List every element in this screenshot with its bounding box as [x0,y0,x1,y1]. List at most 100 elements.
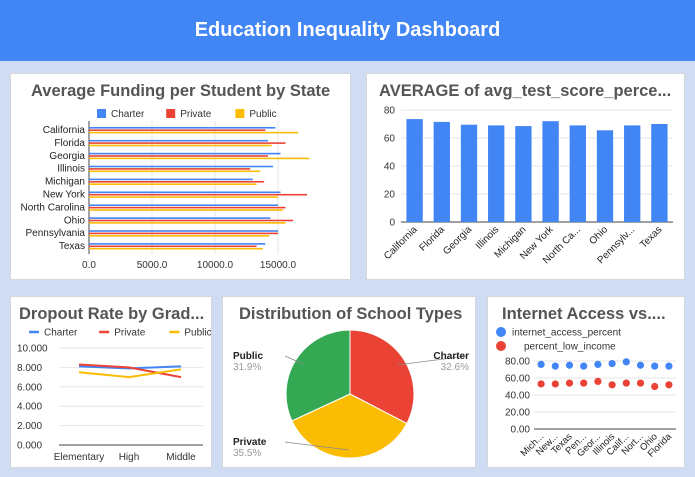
scatter-point [565,379,574,387]
bar [89,144,272,147]
scatter-point [594,360,602,368]
bar [624,125,641,222]
bar [89,245,257,248]
y-tick-label: 10.000 [17,344,48,355]
series-line [78,363,182,379]
legend-label: Private [114,328,146,339]
y-tick-label: 40 [384,162,396,173]
x-tick-label: Elementary [54,452,105,463]
scatter-point [608,359,616,368]
legend-label: Charter [44,328,78,339]
bar [89,219,294,222]
y-tick-label: Michigan [45,177,85,188]
leader-line [284,355,303,365]
funding-chart-card: Average Funding per Student by State Cha… [10,73,351,280]
test-score-chart-card: AVERAGE of avg_test_score_perce... 0 20 40… [366,73,685,280]
bar [89,168,251,170]
internet-chart-card: Internet Access vs.... internet_access_p… [487,296,685,468]
legend-swatch [97,109,106,118]
x-tick-label: California [382,224,420,262]
funding-chart: Charter Private Public 0.0 5000.0 10000.0 1500… [21,109,310,271]
slice-percent: 35.5% [233,448,261,459]
scatter-point [651,382,659,391]
pie-slice [349,329,415,425]
y-tick-label: 40.00 [505,391,530,402]
bar [460,124,478,222]
y-tick-label: California [43,125,86,136]
bar [89,209,284,211]
bar [651,124,668,222]
y-tick-label: 0.00 [511,425,531,436]
y-tick-label: Ohio [64,215,86,226]
bar [89,243,266,245]
scatter-point [565,361,574,369]
y-tick-label: 60.00 [505,374,530,385]
bar [89,170,261,173]
y-tick-label: 2.000 [17,421,42,432]
x-tick-label: 0.0 [82,260,96,271]
y-tick-label: 8.000 [17,363,42,374]
bar [89,131,299,134]
bar [89,196,278,198]
bar [89,127,276,129]
y-tick-label: 6.000 [17,382,42,393]
scatter-point [622,379,630,387]
y-tick-label: 4.000 [17,402,42,413]
y-tick-label: 20 [384,190,396,201]
scatter-point [594,377,602,385]
school-types-chart-card: Distribution of School Types Charter 32.6… [222,296,476,468]
bar [89,178,253,181]
bar [89,247,263,250]
dashboard-title: Education Inequality Dashboard [194,19,501,41]
bar [406,119,423,222]
legend-swatch [235,109,245,118]
bar [89,204,278,206]
slice-percent: 31.9% [233,362,261,373]
dropout-chart: Charter Private Public 0.000 2.000 4.000 6.000… [17,328,211,464]
bar [488,125,505,222]
y-tick-label: Georgia [49,151,85,162]
bar [89,235,270,237]
legend-swatch [496,327,506,337]
leader-line [284,441,349,451]
scatter-point [537,380,545,388]
slice-label: Public [233,351,263,362]
bar [89,191,281,194]
series-line [78,368,182,379]
leader-line [397,355,468,366]
bar [89,222,286,224]
x-tick-label: Ohio [587,224,610,247]
y-tick-label: 60 [384,134,396,145]
pie-slice [291,393,408,459]
bar [89,152,281,155]
y-tick-label: 20.00 [505,408,530,419]
y-tick-label: 0.000 [17,441,42,452]
dropout-chart-card: Dropout Rate by Grad... Charter Private Pu… [10,296,212,468]
x-tick-label: Middle [166,452,196,463]
legend-label: internet_access_percent [512,328,621,339]
bar [569,125,586,222]
bar [89,230,278,232]
legend-label: Public [184,328,211,339]
legend-swatch [166,109,176,118]
scatter-point [665,381,673,389]
bar [89,232,278,235]
scatter-point [636,379,645,387]
legend-label: percent_low_income [524,342,616,353]
y-tick-label: Texas [59,241,85,252]
x-tick-label: Texas [638,224,664,250]
bar [89,157,310,160]
y-tick-label: Illinois [57,164,85,175]
scatter-point [651,362,659,370]
x-tick-label: 15000.0 [260,260,297,271]
y-tick-label: Florida [54,138,85,149]
bar [89,193,307,196]
x-tick-label: 10000.0 [197,260,234,271]
x-tick-label: 5000.0 [137,260,168,271]
bar [89,217,271,219]
legend-label: Charter [111,109,145,120]
bar [89,129,266,131]
y-tick-label: Pennsylvania [26,228,86,239]
y-tick-label: New York [43,190,86,201]
